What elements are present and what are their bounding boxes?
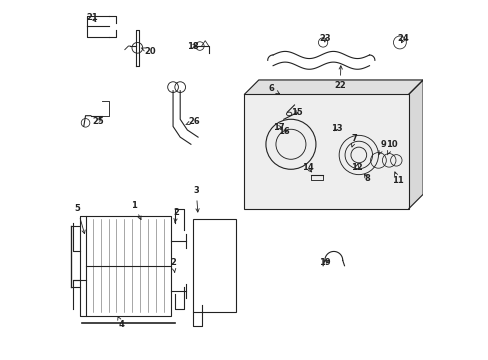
Text: 9: 9 bbox=[378, 140, 385, 155]
Text: 2: 2 bbox=[170, 258, 176, 272]
Text: 1: 1 bbox=[131, 201, 141, 220]
Polygon shape bbox=[244, 80, 422, 94]
Text: 20: 20 bbox=[141, 47, 155, 56]
Polygon shape bbox=[408, 80, 422, 208]
Text: 2: 2 bbox=[173, 208, 179, 222]
Text: 13: 13 bbox=[330, 124, 342, 133]
Text: 19: 19 bbox=[318, 258, 330, 267]
Text: 3: 3 bbox=[193, 186, 199, 212]
Text: 26: 26 bbox=[185, 117, 200, 126]
Text: 10: 10 bbox=[385, 140, 397, 155]
Text: 7: 7 bbox=[351, 134, 357, 147]
Text: 22: 22 bbox=[334, 66, 346, 90]
Text: 12: 12 bbox=[350, 163, 362, 172]
Text: 23: 23 bbox=[318, 35, 330, 44]
Bar bbox=[192, 219, 235, 312]
Bar bbox=[244, 94, 408, 208]
Text: 8: 8 bbox=[364, 174, 369, 183]
Text: 25: 25 bbox=[92, 117, 104, 126]
Text: 6: 6 bbox=[268, 84, 279, 94]
Text: 11: 11 bbox=[391, 172, 403, 185]
Text: 15: 15 bbox=[291, 108, 303, 117]
Text: 4: 4 bbox=[118, 316, 124, 329]
Text: 16: 16 bbox=[277, 127, 289, 136]
Text: 5: 5 bbox=[74, 204, 85, 234]
Text: 14: 14 bbox=[301, 163, 313, 172]
Text: 21: 21 bbox=[87, 13, 99, 22]
Bar bbox=[85, 216, 171, 316]
Text: 18: 18 bbox=[186, 41, 198, 50]
Text: 17: 17 bbox=[272, 123, 284, 132]
Text: 24: 24 bbox=[397, 35, 408, 44]
